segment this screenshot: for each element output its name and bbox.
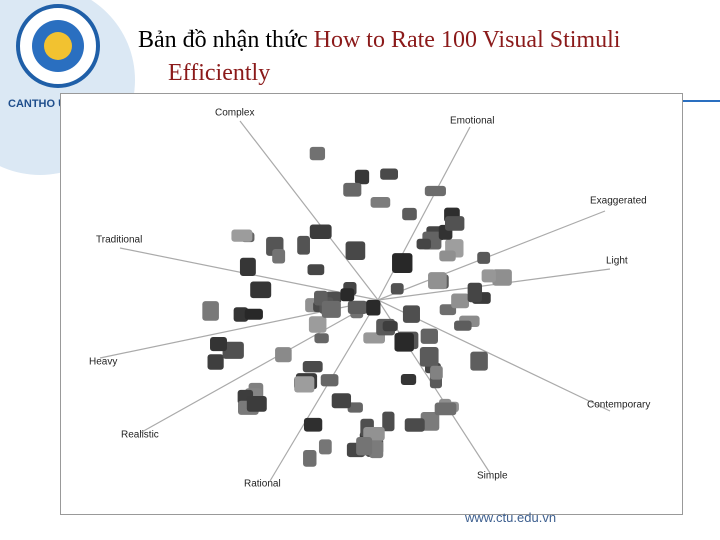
chair-thumbnail — [345, 241, 366, 261]
perceptual-map: Complex Emotional Exaggerated Light Contempo… — [60, 93, 683, 515]
chair-thumbnail — [444, 216, 465, 231]
chair-thumbnail — [356, 437, 373, 456]
chair-thumbnail — [400, 373, 417, 385]
chair-thumbnail — [308, 316, 327, 333]
chair-thumbnail — [314, 333, 329, 344]
chair-thumbnail — [318, 439, 332, 455]
title-main: Bản đồ nhận thức — [138, 27, 308, 53]
chair-thumbnail — [454, 320, 472, 331]
chair-thumbnail — [343, 182, 362, 197]
axis-ray — [269, 299, 379, 482]
chair-thumbnail — [402, 305, 420, 323]
chair-thumbnail — [302, 361, 323, 373]
chair-thumbnail — [307, 264, 325, 276]
chair-thumbnail — [222, 341, 244, 359]
chair-thumbnail — [303, 449, 317, 467]
chair-thumbnail — [231, 229, 253, 242]
axis-label: Traditional — [96, 235, 142, 246]
chair-thumbnail — [420, 328, 438, 344]
chair-thumbnail — [309, 146, 326, 161]
chair-thumbnail — [244, 308, 263, 320]
axis-ray — [239, 120, 379, 301]
chair-thumbnail — [390, 283, 404, 295]
title-highlight: How to Rate 100 Visual Stimuli Efficient… — [168, 27, 621, 86]
chair-thumbnail — [347, 300, 368, 315]
chair-thumbnail — [419, 346, 439, 367]
chair-thumbnail — [434, 402, 457, 416]
chair-thumbnail — [402, 207, 417, 221]
chair-thumbnail — [420, 412, 440, 431]
footer-url: www.ctu.edu.vn — [465, 510, 557, 525]
chair-thumbnail — [369, 440, 384, 459]
chair-thumbnail — [492, 269, 512, 286]
axis-label: Light — [606, 256, 628, 267]
chair-thumbnail — [275, 347, 292, 363]
axis-label: Complex — [215, 108, 254, 119]
axis-label: Realistic — [121, 430, 159, 441]
axis-label: Exaggerated — [590, 196, 647, 207]
chair-thumbnail — [303, 417, 323, 432]
axis-ray — [139, 299, 379, 434]
chair-thumbnail — [331, 393, 352, 409]
chair-thumbnail — [370, 196, 391, 208]
chair-thumbnail — [239, 257, 256, 277]
chair-thumbnail — [354, 169, 370, 185]
chair-thumbnail — [320, 374, 339, 387]
chair-thumbnail — [297, 235, 310, 255]
chair-thumbnail — [340, 288, 355, 302]
logo-center — [44, 32, 72, 60]
chair-thumbnail — [347, 402, 363, 413]
chair-thumbnail — [246, 396, 267, 412]
chair-thumbnail — [233, 307, 249, 322]
chair-thumbnail — [309, 224, 332, 239]
chair-thumbnail — [321, 300, 341, 318]
axis-label: Rational — [244, 479, 281, 490]
chair-thumbnail — [467, 282, 483, 303]
axis-ray — [377, 210, 606, 301]
axis-label: Emotional — [450, 116, 494, 127]
chair-thumbnail — [428, 272, 447, 290]
chair-thumbnail — [439, 250, 456, 262]
chair-thumbnail — [451, 293, 470, 309]
axis-label: Heavy — [89, 357, 117, 368]
chair-thumbnail — [380, 168, 399, 180]
chair-thumbnail — [202, 301, 219, 321]
chair-thumbnail — [394, 332, 414, 352]
chair-thumbnail — [250, 281, 272, 299]
slide-title: Bản đồ nhận thức How to Rate 100 Visual … — [138, 24, 678, 90]
chair-thumbnail — [392, 253, 413, 274]
chair-thumbnail — [404, 418, 425, 432]
logo-text: CANTHO U — [8, 98, 67, 110]
chair-thumbnail — [294, 376, 315, 393]
chair-thumbnail — [416, 238, 432, 250]
chair-thumbnail — [366, 299, 381, 316]
chair-thumbnail — [470, 351, 488, 371]
chair-thumbnail — [382, 321, 398, 332]
chair-thumbnail — [210, 336, 227, 352]
chair-thumbnail — [382, 411, 395, 432]
chair-thumbnail — [272, 249, 286, 264]
axis-label: Simple — [477, 471, 508, 482]
chair-thumbnail — [477, 251, 491, 264]
axis-label: Contemporary — [587, 400, 650, 411]
chair-thumbnail — [430, 365, 443, 380]
chair-thumbnail — [481, 269, 496, 283]
chair-thumbnail — [424, 185, 446, 197]
chair-thumbnail — [207, 354, 224, 370]
